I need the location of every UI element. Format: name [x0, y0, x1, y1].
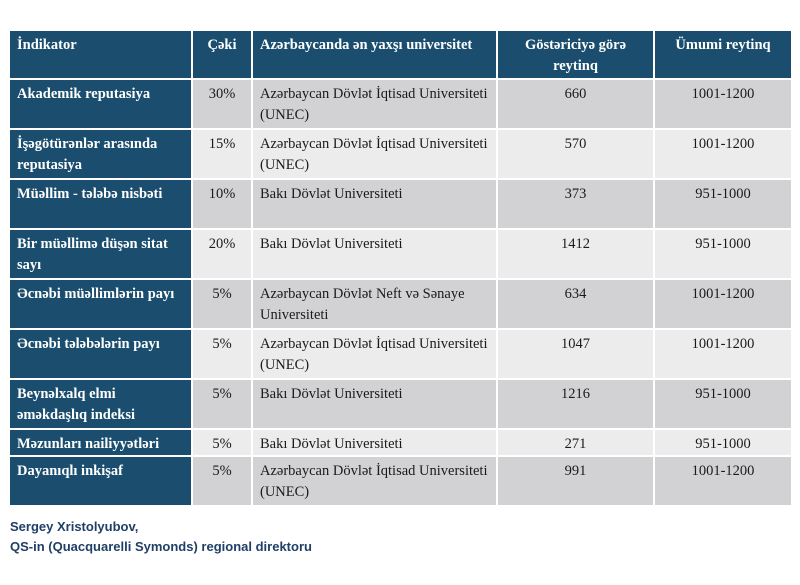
- row-overall-rank: 951-1000: [653, 378, 793, 430]
- row-indicator: Dayanıqlı inkişaf: [8, 455, 193, 507]
- row-overall-rank: 1001-1200: [653, 78, 793, 130]
- row-weight: 5%: [191, 378, 253, 430]
- row-university: Azərbaycan Dövlət İqtisad Universiteti (…: [251, 328, 498, 380]
- row-overall-rank: 1001-1200: [653, 328, 793, 380]
- header-indicator-rank: Göstəriciyə görə reytinq: [496, 29, 655, 80]
- row-indicator-rank: 634: [496, 278, 655, 330]
- ranking-table: İndikator Çəki Azərbaycanda ən yaxşı uni…: [8, 29, 793, 507]
- row-overall-rank: 1001-1200: [653, 128, 793, 180]
- row-overall-rank: 951-1000: [653, 178, 793, 230]
- row-university: Azərbaycan Dövlət İqtisad Universiteti (…: [251, 455, 498, 507]
- row-indicator: Akademik reputasiya: [8, 78, 193, 130]
- row-weight: 5%: [191, 428, 253, 457]
- table-row: Məzunları nailiyyətləri 5% Bakı Dövlət U…: [8, 428, 793, 457]
- table-header-row: İndikator Çəki Azərbaycanda ən yaxşı uni…: [8, 29, 793, 80]
- row-university: Bakı Dövlət Universiteti: [251, 178, 498, 230]
- row-weight: 30%: [191, 78, 253, 130]
- header-overall-rank: Ümumi reytinq: [653, 29, 793, 80]
- row-weight: 5%: [191, 328, 253, 380]
- row-indicator-rank: 1412: [496, 228, 655, 280]
- row-indicator-rank: 271: [496, 428, 655, 457]
- row-indicator: Əcnəbi müəllimlərin payı: [8, 278, 193, 330]
- row-weight: 15%: [191, 128, 253, 180]
- row-university: Bakı Dövlət Universiteti: [251, 428, 498, 457]
- row-weight: 10%: [191, 178, 253, 230]
- row-indicator: Beynəlxalq elmi əməkdaşlıq indeksi: [8, 378, 193, 430]
- row-overall-rank: 951-1000: [653, 428, 793, 457]
- table-row: Dayanıqlı inkişaf 5% Azərbaycan Dövlət İ…: [8, 455, 793, 507]
- row-weight: 5%: [191, 278, 253, 330]
- row-indicator: Bir müəllimə düşən sitat sayı: [8, 228, 193, 280]
- row-university: Azərbaycan Dövlət İqtisad Universiteti (…: [251, 128, 498, 180]
- author-caption: Sergey Xristolyubov, QS-in (Quacquarelli…: [10, 517, 312, 557]
- table-row: Əcnəbi tələbələrin payı 5% Azərbaycan Dö…: [8, 328, 793, 380]
- row-overall-rank: 1001-1200: [653, 278, 793, 330]
- row-university: Azərbaycan Dövlət Neft və Sənaye Univers…: [251, 278, 498, 330]
- header-weight: Çəki: [191, 29, 253, 80]
- author-title: QS-in (Quacquarelli Symonds) regional di…: [10, 539, 312, 554]
- row-university: Bakı Dövlət Universiteti: [251, 378, 498, 430]
- row-university: Azərbaycan Dövlət İqtisad Universiteti (…: [251, 78, 498, 130]
- row-weight: 5%: [191, 455, 253, 507]
- row-weight: 20%: [191, 228, 253, 280]
- row-indicator-rank: 1047: [496, 328, 655, 380]
- table-row: Beynəlxalq elmi əməkdaşlıq indeksi 5% Ba…: [8, 378, 793, 430]
- table-row: Əcnəbi müəllimlərin payı 5% Azərbaycan D…: [8, 278, 793, 330]
- table-row: Akademik reputasiya 30% Azərbaycan Dövlə…: [8, 78, 793, 130]
- header-best-university: Azərbaycanda ən yaxşı universitet: [251, 29, 498, 80]
- row-indicator: Məzunları nailiyyətləri: [8, 428, 193, 457]
- row-overall-rank: 951-1000: [653, 228, 793, 280]
- author-name: Sergey Xristolyubov,: [10, 519, 139, 534]
- row-indicator-rank: 991: [496, 455, 655, 507]
- row-indicator: Müəllim - tələbə nisbəti: [8, 178, 193, 230]
- row-indicator: İşəgötürənlər arasında reputasiya: [8, 128, 193, 180]
- row-indicator-rank: 570: [496, 128, 655, 180]
- row-indicator: Əcnəbi tələbələrin payı: [8, 328, 193, 380]
- row-university: Bakı Dövlət Universiteti: [251, 228, 498, 280]
- row-overall-rank: 1001-1200: [653, 455, 793, 507]
- header-indicator: İndikator: [8, 29, 193, 80]
- row-indicator-rank: 373: [496, 178, 655, 230]
- row-indicator-rank: 660: [496, 78, 655, 130]
- table-row: İşəgötürənlər arasında reputasiya 15% Az…: [8, 128, 793, 180]
- table-row: Müəllim - tələbə nisbəti 10% Bakı Dövlət…: [8, 178, 793, 230]
- row-indicator-rank: 1216: [496, 378, 655, 430]
- table-row: Bir müəllimə düşən sitat sayı 20% Bakı D…: [8, 228, 793, 280]
